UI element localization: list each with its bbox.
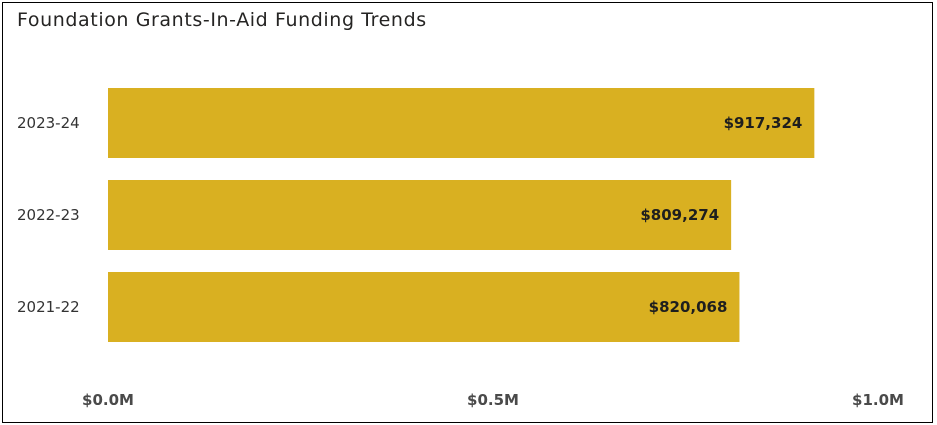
x-tick-label: $1.0M	[852, 391, 904, 409]
category-label-2021-22: 2021-22	[17, 298, 80, 316]
x-tick-label: $0.0M	[82, 391, 134, 409]
category-label-2022-23: 2022-23	[17, 206, 80, 224]
bar-chart: 2023-24 $917,324 2022-23 $809,274 2021-22 $82…	[17, 88, 904, 409]
data-label-2021-22: $820,068	[649, 298, 728, 316]
x-tick-label: $0.5M	[467, 391, 519, 409]
bar-2023-24[interactable]	[108, 88, 815, 158]
chart-title: Foundation Grants-In-Aid Funding Trends	[17, 9, 427, 31]
data-label-2023-24: $917,324	[724, 114, 803, 132]
bar-2022-23[interactable]	[108, 180, 732, 250]
bar-2021-22[interactable]	[108, 272, 740, 342]
category-label-2023-24: 2023-24	[17, 114, 80, 132]
data-label-2022-23: $809,274	[640, 206, 719, 224]
